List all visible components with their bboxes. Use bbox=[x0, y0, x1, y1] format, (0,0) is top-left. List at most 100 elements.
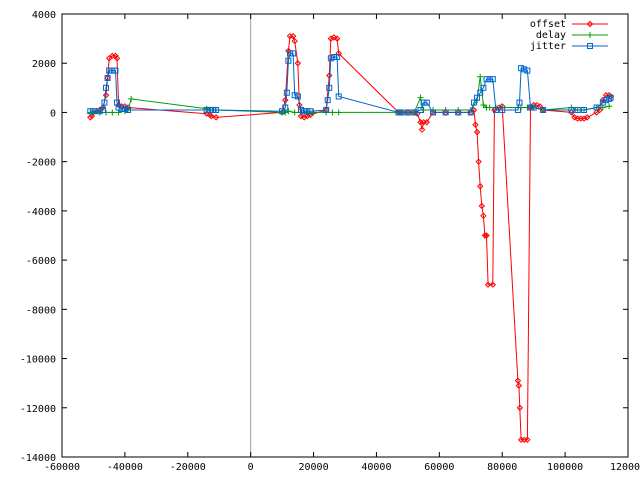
legend-label-jitter: jitter bbox=[530, 41, 566, 52]
offset-point bbox=[477, 183, 484, 190]
jitter-point bbox=[470, 99, 477, 106]
jitter-point bbox=[291, 92, 298, 99]
jitter-point bbox=[326, 84, 333, 91]
offset-point bbox=[102, 92, 110, 99]
offset-point bbox=[212, 114, 220, 121]
x-tick-label: 120000 bbox=[610, 462, 640, 473]
jitter-point bbox=[294, 93, 301, 100]
offset-point bbox=[423, 119, 430, 126]
legend-label-offset: offset bbox=[530, 19, 566, 30]
offset-point bbox=[484, 281, 492, 288]
jitter-point bbox=[574, 106, 581, 113]
delay-point bbox=[335, 109, 342, 116]
offset-point bbox=[112, 52, 119, 60]
jitter-point bbox=[104, 74, 111, 81]
offset-point bbox=[330, 34, 338, 41]
jitter-point bbox=[540, 106, 547, 113]
legend-marker-offset bbox=[586, 20, 594, 28]
series-group bbox=[87, 32, 614, 443]
jitter-point bbox=[307, 108, 314, 115]
jitter-point bbox=[103, 84, 110, 91]
offset-point bbox=[473, 128, 481, 136]
jitter-point bbox=[203, 106, 210, 113]
offset-point bbox=[208, 112, 215, 120]
offset-point bbox=[87, 114, 94, 121]
jitter-point bbox=[442, 109, 449, 116]
jitter-point bbox=[297, 106, 304, 113]
jitter-point bbox=[87, 108, 94, 115]
offset-point bbox=[418, 126, 426, 133]
y-tick-label: 0 bbox=[50, 108, 56, 119]
y-tick-label: -4000 bbox=[26, 207, 56, 218]
y-tick-label: 2000 bbox=[32, 59, 56, 70]
y-tick-label: -8000 bbox=[26, 305, 56, 316]
jitter-point bbox=[593, 104, 600, 111]
jitter-point bbox=[467, 109, 474, 116]
offset-point bbox=[113, 55, 121, 62]
offset-point bbox=[326, 72, 333, 79]
jitter-point bbox=[283, 89, 290, 96]
jitter-point bbox=[430, 109, 437, 116]
jitter-point bbox=[568, 106, 575, 113]
x-tick-label: -60000 bbox=[44, 462, 80, 473]
jitter-point bbox=[301, 108, 308, 115]
offset-point bbox=[478, 202, 485, 210]
offset-point bbox=[571, 114, 578, 121]
jitter-point bbox=[516, 99, 523, 106]
offset-point bbox=[596, 106, 603, 114]
offset-point bbox=[333, 35, 341, 42]
offset-point bbox=[297, 112, 305, 120]
jitter-point bbox=[398, 109, 405, 116]
jitter-point bbox=[411, 109, 418, 116]
offset-point bbox=[291, 37, 298, 45]
delay-point bbox=[291, 109, 298, 116]
x-tick-label: 100000 bbox=[547, 462, 583, 473]
jitter-point bbox=[417, 106, 424, 113]
series-offset bbox=[87, 32, 614, 443]
jitter-point bbox=[483, 76, 490, 83]
jitter-point bbox=[323, 106, 330, 113]
jitter-point bbox=[282, 104, 289, 111]
delay-point bbox=[109, 109, 116, 116]
jitter-point bbox=[324, 97, 331, 104]
offset-point bbox=[294, 60, 302, 67]
jitter-point bbox=[213, 106, 220, 113]
jitter-point bbox=[121, 105, 128, 112]
jitter-point bbox=[206, 106, 213, 113]
series-jitter bbox=[87, 50, 614, 116]
jitter-point bbox=[101, 99, 108, 106]
offset-point bbox=[516, 404, 524, 411]
delay-point bbox=[420, 106, 427, 113]
plot-frame bbox=[61, 13, 629, 458]
offset-point bbox=[282, 96, 289, 104]
offset-point bbox=[568, 109, 575, 116]
jitter-point bbox=[395, 109, 402, 116]
jitter-point bbox=[404, 109, 411, 116]
delay-point bbox=[329, 109, 336, 116]
jitter-point bbox=[527, 104, 534, 111]
jitter-point bbox=[285, 57, 292, 64]
jitter-point bbox=[286, 50, 293, 57]
jitter-point bbox=[492, 106, 499, 113]
offset-point bbox=[285, 47, 292, 55]
jitter-point bbox=[99, 106, 106, 113]
jitter-point bbox=[530, 104, 537, 111]
jitter-point bbox=[304, 108, 311, 115]
jitter-point bbox=[112, 67, 119, 74]
offset-point bbox=[289, 32, 297, 40]
jitter-point bbox=[474, 94, 481, 101]
jitter-point bbox=[514, 106, 521, 113]
offset-point bbox=[481, 232, 489, 239]
offset-point bbox=[483, 232, 490, 239]
offset-point bbox=[335, 50, 342, 57]
y-tick-label: -12000 bbox=[20, 404, 56, 415]
jitter-point bbox=[486, 76, 493, 83]
y-tick-label: -10000 bbox=[20, 355, 56, 366]
jitter-point bbox=[334, 54, 341, 61]
jitter-point bbox=[115, 104, 122, 111]
offset-point bbox=[489, 281, 496, 288]
legend-marker-delay bbox=[587, 32, 593, 38]
delay-point bbox=[480, 102, 487, 109]
offset-point bbox=[533, 101, 541, 109]
